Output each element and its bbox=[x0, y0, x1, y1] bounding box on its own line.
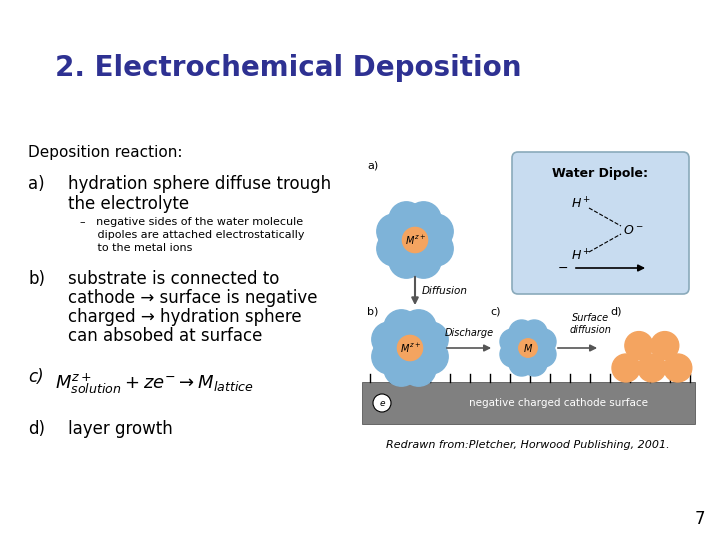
Circle shape bbox=[509, 320, 534, 346]
Circle shape bbox=[389, 244, 424, 278]
Circle shape bbox=[413, 322, 448, 357]
Text: Redrawn from:Pletcher, Horwood Publishing, 2001.: Redrawn from:Pletcher, Horwood Publishin… bbox=[386, 440, 670, 450]
Circle shape bbox=[664, 354, 692, 382]
Circle shape bbox=[418, 231, 453, 266]
Text: 7: 7 bbox=[695, 510, 706, 528]
Circle shape bbox=[397, 335, 423, 361]
Text: c): c) bbox=[490, 306, 500, 316]
Text: Surface
diffusion: Surface diffusion bbox=[569, 313, 611, 335]
Circle shape bbox=[377, 231, 412, 266]
Text: can absobed at surface: can absobed at surface bbox=[68, 327, 262, 345]
Text: b): b) bbox=[28, 270, 45, 288]
Text: $M$: $M$ bbox=[523, 342, 533, 354]
Text: cathode → surface is negative: cathode → surface is negative bbox=[68, 289, 318, 307]
Bar bbox=[362, 382, 695, 424]
Text: e: e bbox=[379, 399, 384, 408]
Circle shape bbox=[389, 202, 424, 237]
FancyBboxPatch shape bbox=[512, 152, 689, 294]
Text: substrate is connected to: substrate is connected to bbox=[68, 270, 279, 288]
Circle shape bbox=[509, 350, 534, 376]
Text: b): b) bbox=[367, 306, 379, 316]
Circle shape bbox=[384, 352, 419, 386]
Circle shape bbox=[413, 339, 448, 374]
Circle shape bbox=[373, 394, 391, 412]
Text: layer growth: layer growth bbox=[68, 420, 173, 438]
Circle shape bbox=[372, 322, 407, 357]
Circle shape bbox=[384, 310, 419, 345]
Text: $H^+$: $H^+$ bbox=[571, 197, 591, 212]
Text: $M^{z+}_{solution} + ze^{-} \rightarrow M_{lattice}$: $M^{z+}_{solution} + ze^{-} \rightarrow … bbox=[55, 372, 253, 396]
Text: a): a) bbox=[28, 175, 45, 193]
Text: a): a) bbox=[367, 160, 378, 170]
Circle shape bbox=[406, 202, 441, 237]
Circle shape bbox=[500, 329, 526, 354]
Text: Discharge: Discharge bbox=[444, 328, 494, 338]
Circle shape bbox=[401, 310, 436, 345]
Text: to the metal ions: to the metal ions bbox=[80, 243, 192, 253]
Text: hydration sphere diffuse trough: hydration sphere diffuse trough bbox=[68, 175, 331, 193]
Text: d): d) bbox=[610, 306, 621, 316]
Text: –   negative sides of the water molecule: – negative sides of the water molecule bbox=[80, 217, 303, 227]
Circle shape bbox=[521, 350, 547, 376]
Text: $M^{z+}$: $M^{z+}$ bbox=[405, 233, 426, 247]
Circle shape bbox=[401, 352, 436, 386]
Circle shape bbox=[402, 227, 428, 253]
Text: Water Dipole:: Water Dipole: bbox=[552, 167, 649, 180]
Text: Diffusion: Diffusion bbox=[422, 286, 468, 296]
Circle shape bbox=[625, 332, 653, 360]
Text: Deposition reaction:: Deposition reaction: bbox=[28, 145, 182, 160]
Circle shape bbox=[651, 332, 679, 360]
Text: negative charged cathode surface: negative charged cathode surface bbox=[469, 398, 648, 408]
Circle shape bbox=[372, 339, 407, 374]
Circle shape bbox=[531, 342, 556, 367]
Text: $M^{z+}$: $M^{z+}$ bbox=[400, 341, 420, 355]
Text: 2. Electrochemical Deposition: 2. Electrochemical Deposition bbox=[55, 54, 521, 82]
Circle shape bbox=[531, 329, 556, 354]
Circle shape bbox=[518, 339, 537, 357]
Circle shape bbox=[406, 244, 441, 278]
Circle shape bbox=[612, 354, 640, 382]
Circle shape bbox=[418, 214, 453, 249]
Text: the electrolyte: the electrolyte bbox=[68, 195, 189, 213]
Circle shape bbox=[500, 342, 526, 367]
Text: $O^-$: $O^-$ bbox=[623, 224, 644, 237]
Circle shape bbox=[638, 354, 666, 382]
Text: c): c) bbox=[28, 368, 44, 386]
Text: dipoles are attached electrostatically: dipoles are attached electrostatically bbox=[80, 230, 305, 240]
Text: −: − bbox=[557, 261, 568, 274]
Circle shape bbox=[377, 214, 412, 249]
Text: charged → hydration sphere: charged → hydration sphere bbox=[68, 308, 302, 326]
Circle shape bbox=[521, 320, 547, 346]
Text: $H^+$: $H^+$ bbox=[571, 248, 591, 264]
Text: d): d) bbox=[28, 420, 45, 438]
